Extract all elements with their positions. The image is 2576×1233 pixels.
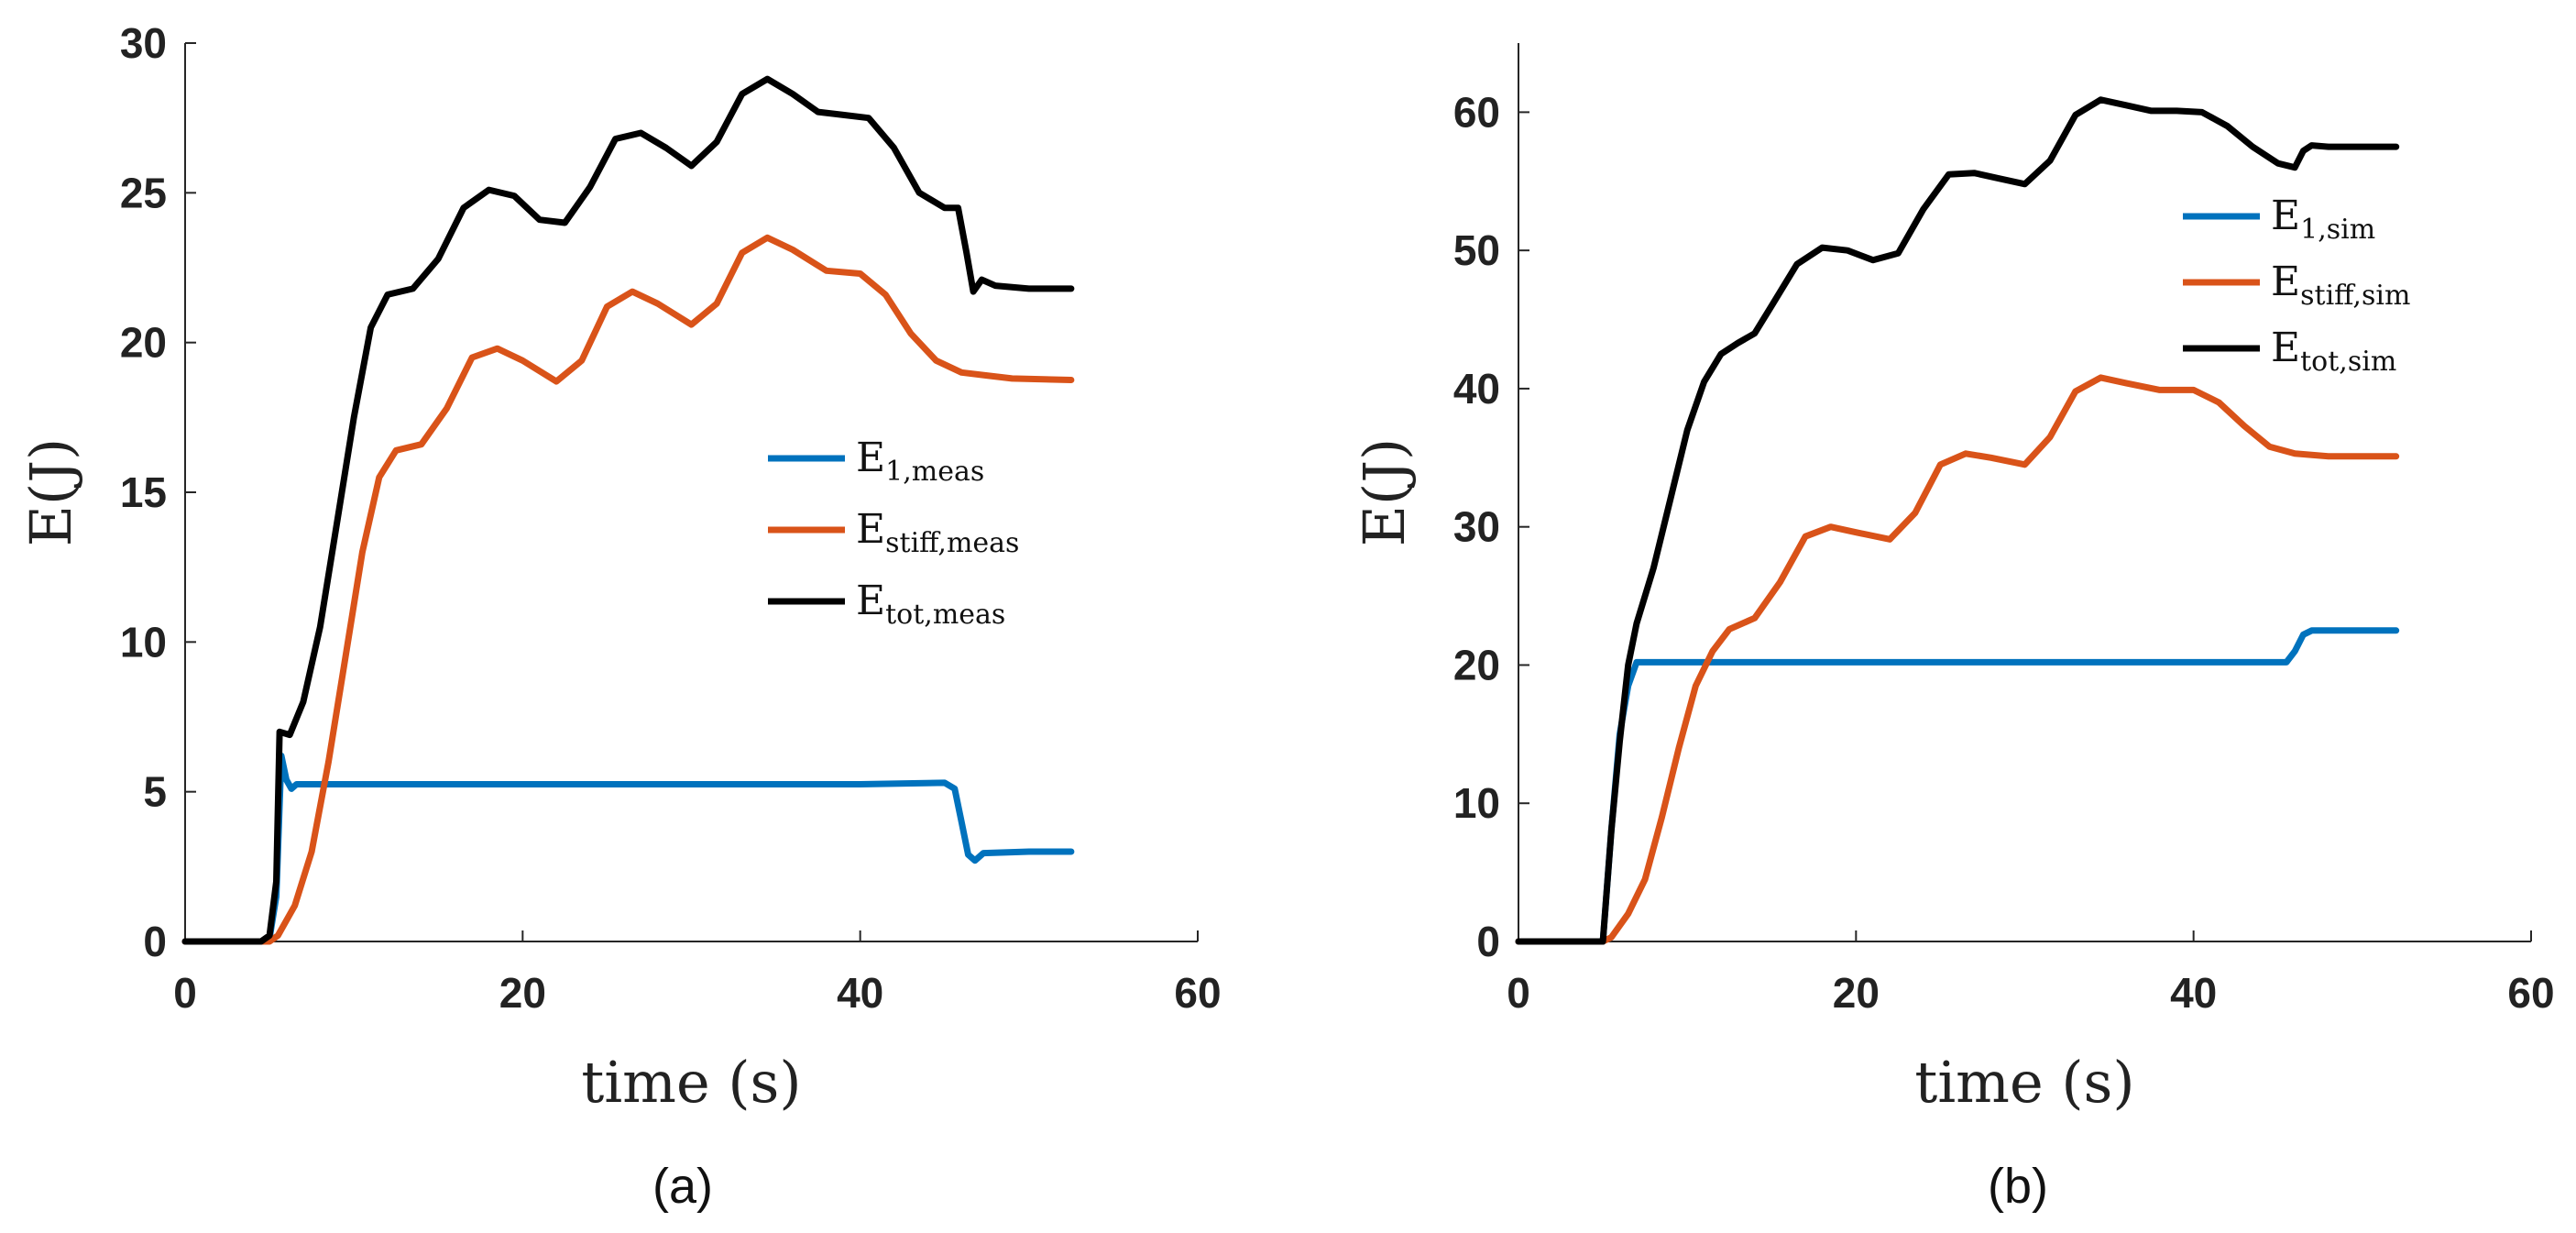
legend-sub-1: stiff,meas	[885, 527, 1019, 559]
legend-sub-0: 1,meas	[885, 456, 984, 488]
y-tick-label: 0	[1476, 918, 1500, 965]
legend-label-0: E1,sim	[2271, 193, 2375, 246]
y-tick-label: 15	[120, 468, 167, 516]
y-tick-label: 20	[120, 319, 167, 367]
legend-sub-0: 1,sim	[2300, 214, 2375, 246]
legend-label-2: Etot,sim	[2271, 325, 2396, 378]
y-tick-label: 60	[1453, 88, 1500, 136]
y-tick-label: 20	[1453, 641, 1500, 688]
x-tick-label: 40	[837, 969, 883, 1017]
y-tick-label: 5	[143, 768, 167, 816]
y-tick-label: 40	[1453, 365, 1500, 413]
y-tick-label: 50	[1453, 226, 1500, 274]
panel-label: (b)	[1988, 1159, 2048, 1214]
legend-sub-2: tot,meas	[885, 599, 1005, 631]
series-line-0	[1515, 627, 2400, 945]
legend-main-0: E	[2271, 193, 2300, 239]
series-line-1	[181, 234, 1075, 945]
panel-label: (a)	[652, 1159, 713, 1214]
legend-sub-1: stiff,sim	[2300, 280, 2410, 312]
y-tick-label: 0	[143, 918, 167, 965]
y-tick-label: 30	[120, 19, 167, 67]
series-line-1	[1515, 374, 2400, 945]
legend-label-0: E1,meas	[856, 435, 984, 488]
legend-main-0: E	[856, 435, 885, 481]
x-tick-label: 20	[1833, 969, 1880, 1017]
legend-sub-2: tot,sim	[2300, 346, 2396, 378]
y-tick-label: 10	[1453, 779, 1500, 827]
series-line-2	[1515, 96, 2400, 945]
x-axis-label: time (s)	[1914, 1049, 2134, 1116]
x-axis-label: time (s)	[581, 1049, 801, 1116]
legend-main-2: E	[2271, 325, 2300, 371]
legend-main-1: E	[856, 506, 885, 553]
legend-main-2: E	[856, 578, 885, 624]
x-tick-label: 60	[2507, 969, 2554, 1017]
x-tick-label: 0	[173, 969, 197, 1017]
x-tick-label: 40	[2170, 969, 2217, 1017]
y-axis-label: E(J)	[1351, 438, 1418, 547]
legend-main-1: E	[2271, 259, 2300, 305]
legend-label-1: Estiff,meas	[856, 506, 1019, 559]
x-tick-label: 0	[1507, 969, 1530, 1017]
y-tick-label: 25	[120, 169, 167, 216]
y-tick-label: 30	[1453, 503, 1500, 551]
y-tick-label: 10	[120, 618, 167, 666]
legend-label-2: Etot,meas	[856, 578, 1005, 631]
x-tick-label: 60	[1174, 969, 1221, 1017]
legend-label-1: Estiff,sim	[2271, 259, 2410, 312]
y-axis-label: E(J)	[17, 438, 84, 547]
series-line-2	[181, 75, 1075, 945]
x-tick-label: 20	[499, 969, 546, 1017]
series-line-0	[181, 753, 1075, 945]
